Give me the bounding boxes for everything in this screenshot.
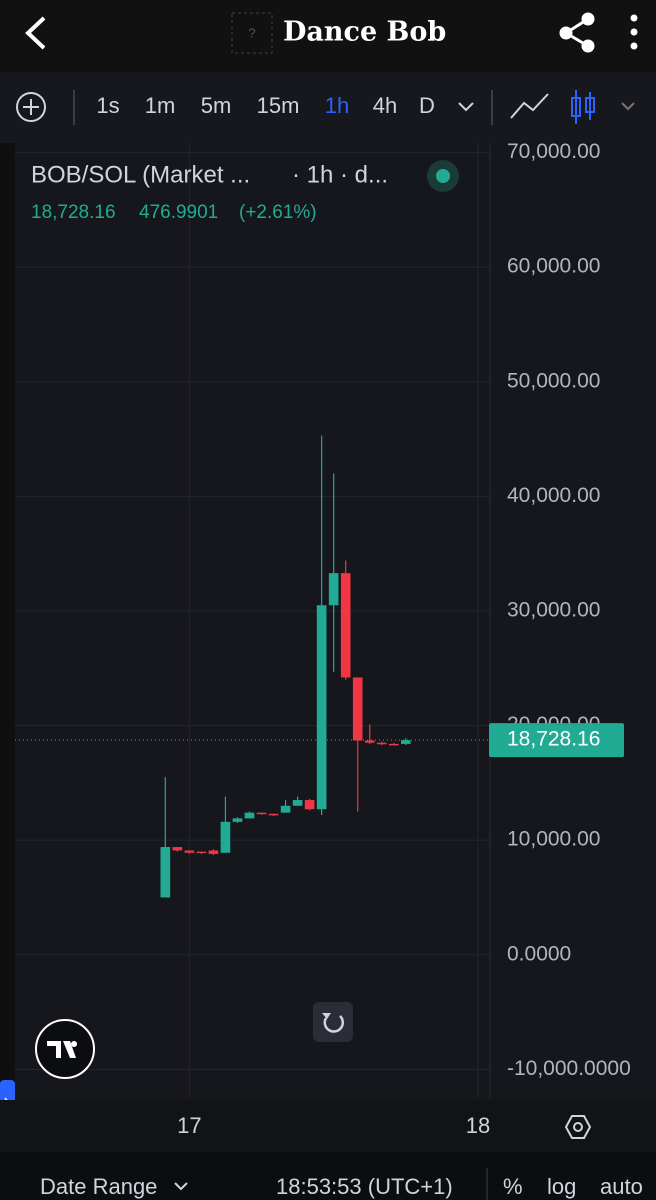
candle-body [401,740,411,744]
add-indicator[interactable] [16,92,46,122]
candle-body [244,812,255,819]
candle-body [376,742,387,745]
candle-body [196,851,207,854]
footer [0,1152,656,1200]
x-tick-label: 17 [177,1113,201,1138]
time-axis [0,1100,656,1152]
chart: -10,000.00000.000010,000.0020,000.0030,0… [15,140,631,1098]
legend-close: 18,728.16 [31,202,116,223]
back-button[interactable] [25,16,46,50]
y-tick-label: 10,000.00 [507,828,600,851]
tradingview-logo[interactable] [35,1019,95,1079]
more-intervals[interactable] [458,102,474,112]
interval-button[interactable]: 1m [145,93,176,118]
candle-body [208,850,219,854]
share-button[interactable] [559,12,595,53]
candle-body [268,813,279,816]
interval-button[interactable]: 1s [96,93,119,118]
y-tick-label: -10,000.0000 [507,1057,631,1080]
y-tick-label: 60,000.00 [507,255,600,278]
legend-change: 476.9901 [139,202,218,223]
date-range-arrow [174,1182,188,1191]
candle-body [316,605,327,810]
menu-button[interactable] [630,14,638,50]
candle-body [172,847,183,851]
chart-type-menu[interactable] [621,102,635,111]
log-toggle[interactable]: log [547,1174,576,1199]
y-tick-label: 40,000.00 [507,484,600,507]
reset-button[interactable] [313,1002,353,1042]
legend-change-percent: (+2.61%) [239,202,317,223]
interval-button[interactable]: D [419,93,435,118]
logo-mark [47,1041,78,1058]
interval-button[interactable]: 4h [373,93,397,118]
axis-settings[interactable] [564,1115,592,1139]
legend-symbol: BOB/SOL (Market ... [31,161,250,188]
auto-toggle[interactable]: auto [600,1174,643,1199]
candle-body [160,847,171,898]
status-dot [436,169,450,183]
candle-body [292,800,303,806]
toolbar [0,72,656,143]
last-price-label: 18,728.16 [507,728,600,751]
reset-arrow [322,1013,331,1019]
line-chart-button[interactable] [510,93,549,119]
token-icon [231,12,273,54]
candle-body [256,812,267,815]
page-title: Dance Bob [283,17,446,48]
candle-body [232,818,243,822]
candle-body [364,740,375,743]
reset-icon [323,1015,345,1033]
candle-body [220,821,231,853]
y-tick-label: 30,000.00 [507,599,600,622]
x-tick-label: 18 [466,1113,490,1138]
candle-body [184,850,195,853]
y-tick-label: 70,000.00 [507,140,600,163]
y-tick-label: 0.0000 [507,942,571,965]
icon-placeholder: ? [248,25,255,40]
date-range-button[interactable]: Date Range [40,1174,157,1199]
candle-body [340,573,351,678]
candle-body [388,743,399,746]
percent-toggle[interactable]: % [503,1174,523,1199]
candle-body [280,805,291,813]
y-tick-label: 50,000.00 [507,369,600,392]
interval-list: 1s 1m 5m 15m 1h 4h D [96,93,435,118]
last-price-box [489,723,624,758]
interval-button[interactable]: 1h [325,93,349,118]
candle-body [328,573,339,606]
interval-button[interactable]: 15m [257,93,300,118]
candle-body [304,800,315,810]
header-bar [0,0,656,72]
candle-chart-button[interactable] [571,90,595,124]
legend-interval: · 1h · d... [292,161,388,188]
chart-area [15,143,656,1100]
interval-button[interactable]: 5m [201,93,232,118]
clock: 18:53:53 (UTC+1) [276,1174,453,1199]
candle-body [352,677,363,741]
